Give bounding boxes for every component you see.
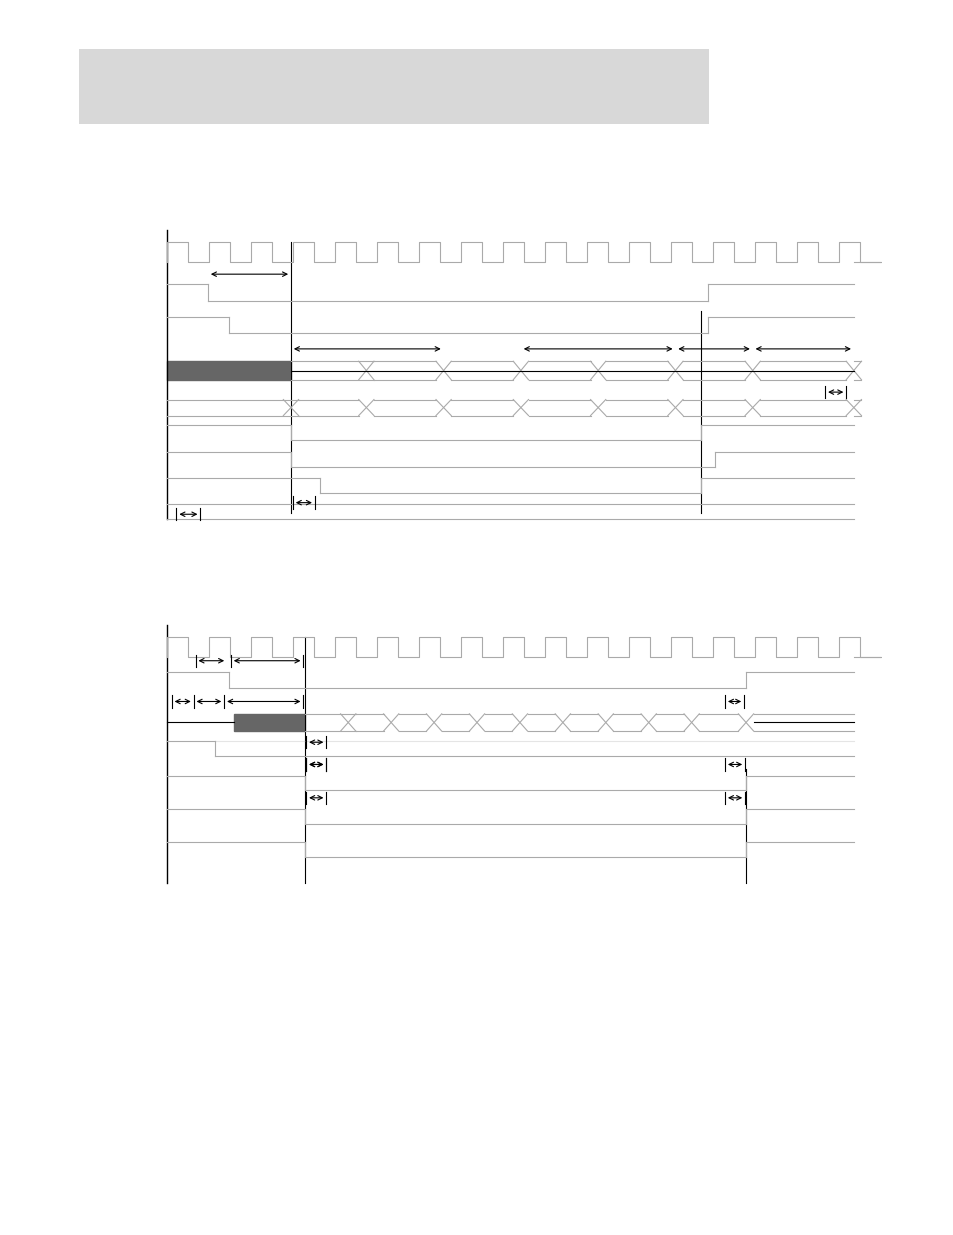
Bar [233, 714, 305, 731]
Bar [167, 362, 291, 380]
Bar [79, 49, 708, 124]
